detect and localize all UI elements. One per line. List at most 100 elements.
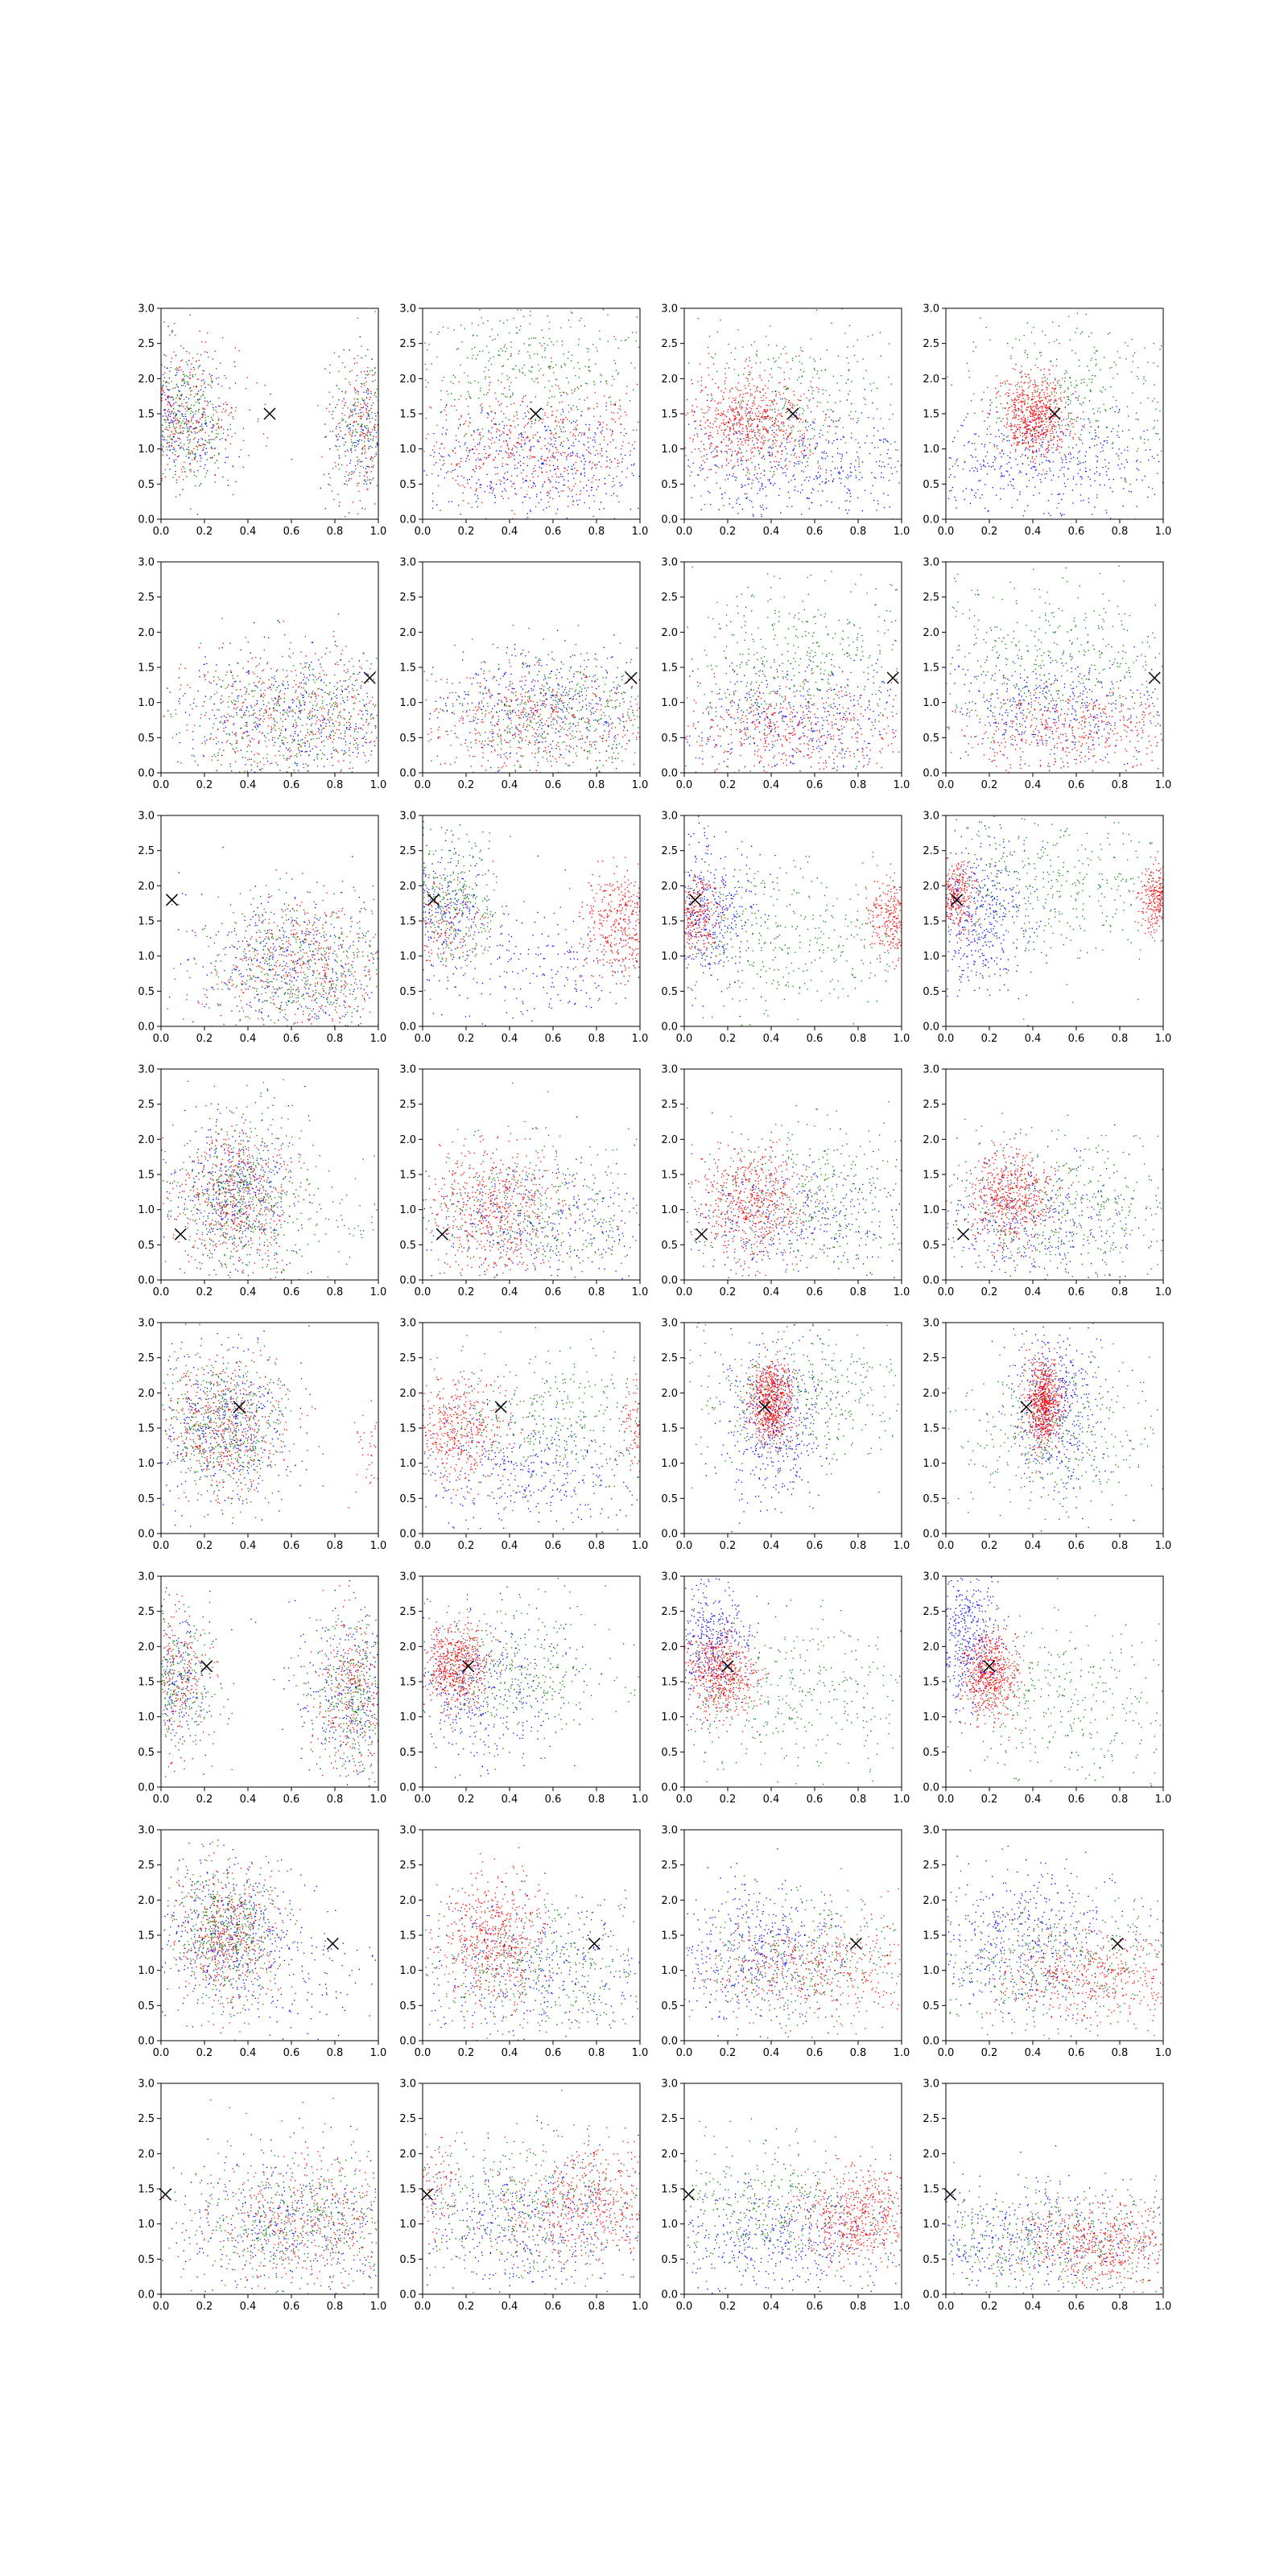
y-tick-label: 1.5 [138, 1930, 155, 1942]
y-tick-label: 2.5 [138, 2113, 155, 2125]
x-marker [886, 671, 899, 684]
scatter-cluster [687, 1890, 902, 2037]
scatter-cluster [455, 2124, 640, 2280]
y-tick-label: 0.5 [661, 1747, 678, 1759]
x-tick-label: 0.4 [502, 1033, 518, 1045]
x-tick-label: 0.0 [415, 779, 431, 791]
x-tick-label: 0.4 [240, 1286, 257, 1298]
y-tick-label: 0.0 [138, 514, 155, 526]
x-tick-label: 0.0 [938, 2047, 955, 2059]
x-tick-label: 0.6 [545, 1794, 562, 1806]
y-tick-label: 1.5 [923, 1170, 939, 1182]
y-tick-label: 3.0 [138, 1318, 155, 1330]
y-tick-label: 1.0 [399, 2219, 416, 2231]
y-tick-label: 0.0 [138, 2289, 155, 2301]
y-tick-label: 1.5 [138, 2184, 155, 2196]
x-tick-label: 0.2 [196, 1794, 213, 1806]
subplot: 0.0 0.2 0.4 0.6 0.8 1.0 0.0 0.5 1.0 1.5 2.0 2.5 3.0 [399, 1318, 648, 1553]
x-tick-label: 0.0 [415, 1540, 431, 1552]
x-tick-label: 0.6 [283, 2301, 300, 2313]
x-tick-label: 1.0 [1155, 2301, 1172, 2313]
y-tick-label: 2.5 [923, 2113, 939, 2125]
y-tick-label: 2.5 [399, 1352, 416, 1364]
x-tick-label: 0.4 [502, 2301, 518, 2313]
y-tick-label: 2.5 [399, 2113, 416, 2125]
scatter-points [162, 2098, 378, 2294]
x-tick-label: 0.4 [240, 779, 257, 791]
x-tick-label: 0.6 [545, 1033, 562, 1045]
y-tick-label: 0.0 [661, 2036, 678, 2048]
x-marker [721, 1660, 734, 1673]
y-tick-label: 0.0 [138, 2036, 155, 2048]
y-tick-label: 0.5 [923, 1493, 939, 1505]
y-tick-label: 3.0 [399, 2079, 416, 2091]
scatter-cluster [951, 664, 1163, 773]
x-tick-label: 0.0 [676, 1033, 693, 1045]
y-tick-label: 0.0 [661, 768, 678, 780]
y-tick-label: 1.0 [661, 697, 678, 709]
x-tick-label: 1.0 [1155, 1286, 1172, 1298]
scatter-cluster [952, 1114, 1163, 1278]
x-tick-label: 1.0 [370, 1540, 387, 1552]
x-marker [849, 1937, 862, 1951]
y-tick-label: 2.5 [923, 1352, 939, 1364]
scatter-cluster [164, 1841, 303, 2024]
x-tick-label: 1.0 [370, 2301, 387, 2313]
y-tick-label: 2.0 [399, 1895, 416, 1907]
x-marker [363, 671, 376, 684]
x-tick-label: 0.2 [981, 1794, 998, 1806]
y-tick-label: 1.5 [661, 1170, 678, 1182]
y-tick-label: 1.5 [661, 1677, 678, 1689]
axes-frame [160, 1068, 379, 1281]
y-tick-label: 0.0 [138, 1782, 155, 1794]
y-tick-label: 0.0 [138, 768, 155, 780]
scatter-points [423, 1578, 639, 1778]
x-tick-label: 1.0 [632, 2301, 649, 2313]
x-tick-label: 0.8 [588, 526, 605, 538]
scatter-points [684, 1323, 898, 1533]
subplot: 0.0 0.2 0.4 0.6 0.8 1.0 0.0 0.5 1.0 1.5 2.0 2.5 3.0 [138, 1318, 386, 1553]
y-tick-label: 1.5 [138, 1423, 155, 1435]
y-tick-label: 0.0 [923, 1529, 939, 1541]
y-tick-label: 0.5 [138, 733, 155, 745]
axes-frame [422, 2083, 641, 2295]
y-tick-label: 0.5 [399, 986, 416, 998]
x-tick-label: 0.0 [153, 1540, 170, 1552]
y-tick-label: 3.0 [923, 2079, 939, 2091]
x-tick-label: 0.6 [545, 2301, 562, 2313]
x-tick-label: 0.0 [415, 526, 431, 538]
x-marker [420, 2188, 433, 2201]
y-tick-label: 1.0 [923, 951, 939, 963]
x-tick-label: 0.8 [1112, 779, 1129, 791]
scatter-points [162, 1839, 378, 2041]
y-tick-label: 2.5 [661, 1099, 678, 1111]
x-tick-label: 0.4 [1025, 1033, 1042, 1045]
x-tick-label: 0.8 [850, 1540, 867, 1552]
y-tick-label: 2.0 [661, 1641, 678, 1653]
y-tick-label: 1.5 [923, 916, 939, 928]
subplot: 0.0 0.2 0.4 0.6 0.8 1.0 0.0 0.5 1.0 1.5 2.0 2.5 3.0 [923, 2079, 1171, 2314]
y-tick-label: 1.0 [399, 444, 416, 456]
scatter-cluster [427, 624, 640, 773]
scatter-cluster [687, 389, 900, 519]
y-tick-label: 2.5 [661, 2113, 678, 2125]
y-tick-label: 2.0 [923, 2149, 939, 2161]
y-tick-label: 3.0 [661, 1825, 678, 1837]
x-marker [529, 407, 542, 420]
subplot: 0.0 0.2 0.4 0.6 0.8 1.0 0.0 0.5 1.0 1.5 2.0 2.5 3.0 [661, 557, 910, 792]
y-tick-label: 2.0 [923, 1641, 939, 1653]
subplot: 0.0 0.2 0.4 0.6 0.8 1.0 0.0 0.5 1.0 1.5 2.0 2.5 3.0 [399, 1825, 648, 2060]
axes-frame [683, 561, 902, 774]
y-tick-label: 2.0 [399, 881, 416, 893]
y-tick-label: 2.5 [399, 1860, 416, 1872]
scatter-cluster [687, 566, 898, 769]
axes-frame [945, 1829, 1164, 2041]
x-tick-label: 0.6 [807, 1033, 824, 1045]
x-marker [263, 407, 276, 420]
x-marker [436, 1228, 448, 1241]
x-tick-label: 0.8 [588, 1794, 605, 1806]
y-tick-label: 0.5 [399, 733, 416, 745]
scatter-points [946, 815, 1163, 1026]
scatter-cluster [423, 1327, 640, 1512]
y-tick-label: 2.5 [399, 338, 416, 350]
